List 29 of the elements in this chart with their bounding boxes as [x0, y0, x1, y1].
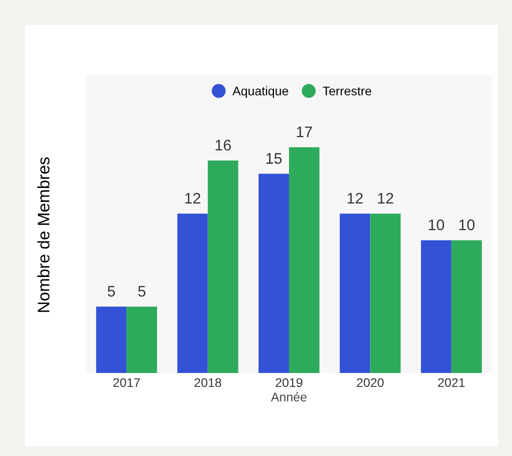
data-label: 5 [138, 286, 146, 297]
data-label: 12 [185, 192, 200, 204]
bar [420, 240, 452, 373]
y-axis-title: Nombre de Membres [37, 157, 50, 312]
data-label: 10 [428, 219, 444, 230]
bar [177, 214, 208, 373]
bar [258, 174, 289, 373]
x-tick-label: 2020 [356, 378, 384, 388]
x-tick-label: 2021 [438, 378, 465, 388]
bar [340, 214, 370, 373]
data-label: 12 [378, 192, 394, 204]
bar [289, 147, 320, 373]
x-axis-title: Année [270, 392, 307, 402]
legend-label: Aquatique [232, 86, 288, 98]
legend-label: Terrestre [322, 86, 372, 96]
bar [451, 240, 482, 373]
data-label: 10 [459, 219, 475, 230]
bar [370, 214, 401, 373]
bar [126, 306, 158, 373]
bar [208, 160, 238, 373]
x-tick-label: 2017 [113, 378, 140, 388]
x-tick-label: 2018 [194, 378, 222, 388]
x-tick-label: 2019 [276, 378, 302, 388]
data-label: 17 [296, 126, 312, 138]
data-label: 16 [216, 140, 231, 151]
bar [96, 306, 127, 373]
data-label: 12 [348, 192, 363, 204]
data-label: 5 [108, 286, 115, 297]
data-label: 15 [266, 153, 282, 164]
